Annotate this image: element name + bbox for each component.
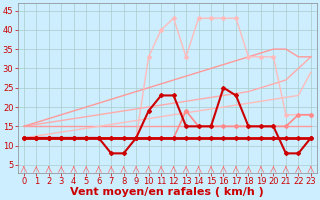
X-axis label: Vent moyen/en rafales ( km/h ): Vent moyen/en rafales ( km/h ) bbox=[70, 187, 264, 197]
